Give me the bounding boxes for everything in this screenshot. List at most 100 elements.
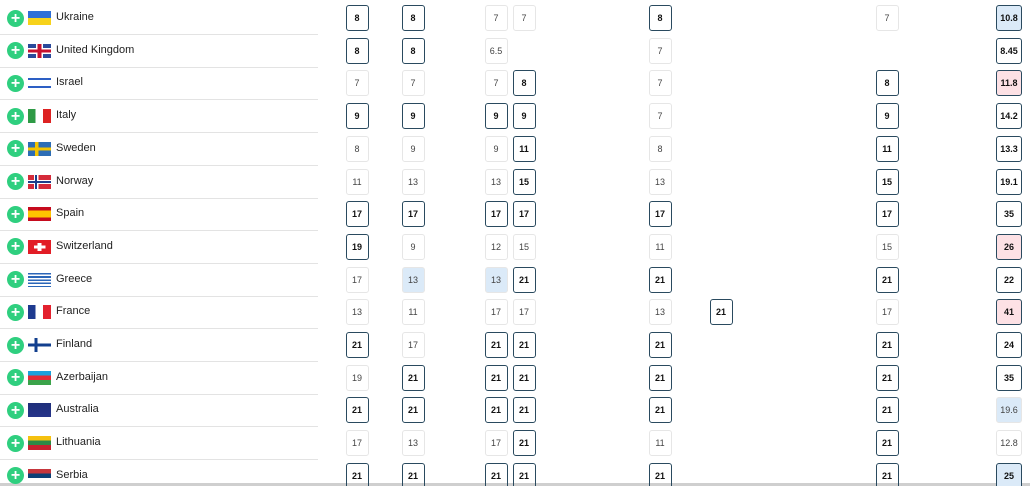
odds-cell[interactable]: 21 xyxy=(648,462,672,486)
odds-cell[interactable]: 17 xyxy=(512,299,536,326)
odds-cell[interactable]: 15 xyxy=(512,233,536,260)
add-button[interactable]: + xyxy=(7,205,24,223)
odds-cell[interactable]: 8 xyxy=(345,135,369,162)
odds-cell[interactable]: 17 xyxy=(484,201,508,228)
odds-cell[interactable]: 21 xyxy=(709,299,733,326)
odds-cell[interactable]: 21 xyxy=(345,332,369,358)
odds-cell[interactable]: 21 xyxy=(484,462,508,486)
odds-cell[interactable]: 9 xyxy=(875,103,899,130)
odds-cell[interactable]: 8 xyxy=(648,5,672,31)
odds-cell[interactable]: 9 xyxy=(401,135,425,162)
odds-cell[interactable]: 21 xyxy=(512,397,536,424)
odds-cell[interactable]: 22 xyxy=(996,266,1022,293)
odds-cell[interactable]: 8 xyxy=(401,37,425,64)
odds-cell[interactable]: 17 xyxy=(512,201,536,228)
odds-cell[interactable]: 13 xyxy=(648,299,672,326)
odds-cell[interactable]: 24 xyxy=(996,332,1022,358)
odds-cell[interactable]: 11 xyxy=(512,135,536,162)
odds-cell[interactable]: 12.8 xyxy=(996,430,1022,457)
add-button[interactable]: + xyxy=(7,271,24,289)
odds-cell[interactable]: 21 xyxy=(484,364,508,391)
odds-cell[interactable]: 14.2 xyxy=(996,103,1022,130)
add-button[interactable]: + xyxy=(7,401,24,419)
odds-cell[interactable]: 7 xyxy=(648,103,672,130)
add-button[interactable]: + xyxy=(7,140,24,158)
odds-cell[interactable]: 35 xyxy=(996,364,1022,391)
odds-cell[interactable]: 13 xyxy=(484,266,508,293)
odds-cell[interactable]: 11 xyxy=(345,168,369,195)
odds-cell[interactable]: 17 xyxy=(875,299,899,326)
odds-cell[interactable]: 11 xyxy=(648,233,672,260)
odds-cell[interactable]: 21 xyxy=(512,364,536,391)
odds-cell[interactable]: 13 xyxy=(401,266,425,293)
odds-cell[interactable]: 21 xyxy=(345,397,369,424)
odds-cell[interactable]: 8 xyxy=(512,70,536,97)
odds-cell[interactable]: 7 xyxy=(484,70,508,97)
add-button[interactable]: + xyxy=(7,173,24,190)
odds-cell[interactable]: 13 xyxy=(401,168,425,195)
odds-cell[interactable]: 13.3 xyxy=(996,135,1022,162)
odds-cell[interactable]: 8 xyxy=(345,37,369,64)
odds-cell[interactable]: 8 xyxy=(648,135,672,162)
odds-cell[interactable]: 10.8 xyxy=(996,5,1022,31)
odds-cell[interactable]: 13 xyxy=(648,168,672,195)
odds-cell[interactable]: 19.1 xyxy=(996,168,1022,195)
odds-cell[interactable]: 13 xyxy=(401,430,425,457)
odds-cell[interactable]: 7 xyxy=(648,37,672,64)
odds-cell[interactable]: 7 xyxy=(345,70,369,97)
odds-cell[interactable]: 12 xyxy=(484,233,508,260)
odds-cell[interactable]: 21 xyxy=(875,266,899,293)
odds-cell[interactable]: 9 xyxy=(484,103,508,130)
odds-cell[interactable]: 21 xyxy=(484,397,508,424)
odds-cell[interactable]: 21 xyxy=(512,266,536,293)
odds-cell[interactable]: 6.5 xyxy=(484,37,508,64)
odds-cell[interactable]: 7 xyxy=(648,70,672,97)
odds-cell[interactable]: 17 xyxy=(401,332,425,358)
odds-cell[interactable]: 17 xyxy=(648,201,672,228)
odds-cell[interactable]: 9 xyxy=(512,103,536,130)
odds-cell[interactable]: 9 xyxy=(345,103,369,130)
odds-cell[interactable]: 21 xyxy=(875,397,899,424)
odds-cell[interactable]: 21 xyxy=(345,462,369,486)
odds-cell[interactable]: 21 xyxy=(875,364,899,391)
odds-cell[interactable]: 21 xyxy=(648,266,672,293)
odds-cell[interactable]: 17 xyxy=(345,201,369,228)
odds-cell[interactable]: 21 xyxy=(875,332,899,358)
odds-cell[interactable]: 8 xyxy=(401,5,425,31)
add-button[interactable]: + xyxy=(7,434,24,452)
odds-cell[interactable]: 21 xyxy=(401,364,425,391)
odds-cell[interactable]: 11.8 xyxy=(996,70,1022,97)
odds-cell[interactable]: 11 xyxy=(648,430,672,457)
odds-cell[interactable]: 9 xyxy=(401,233,425,260)
odds-cell[interactable]: 15 xyxy=(875,233,899,260)
odds-cell[interactable]: 17 xyxy=(484,430,508,457)
add-button[interactable]: + xyxy=(7,238,24,256)
odds-cell[interactable]: 21 xyxy=(401,397,425,424)
odds-cell[interactable]: 21 xyxy=(484,332,508,358)
add-button[interactable]: + xyxy=(7,467,24,485)
odds-cell[interactable]: 7 xyxy=(875,5,899,31)
odds-cell[interactable]: 41 xyxy=(996,299,1022,326)
odds-cell[interactable]: 13 xyxy=(345,299,369,326)
odds-cell[interactable]: 21 xyxy=(648,364,672,391)
add-button[interactable]: + xyxy=(7,107,24,125)
odds-cell[interactable]: 21 xyxy=(512,462,536,486)
odds-cell[interactable]: 25 xyxy=(996,462,1022,486)
odds-cell[interactable]: 21 xyxy=(512,430,536,457)
odds-cell[interactable]: 8 xyxy=(345,5,369,31)
odds-cell[interactable]: 11 xyxy=(401,299,425,326)
add-button[interactable]: + xyxy=(7,9,24,27)
odds-cell[interactable]: 9 xyxy=(484,135,508,162)
odds-cell[interactable]: 21 xyxy=(875,462,899,486)
odds-cell[interactable]: 19 xyxy=(345,364,369,391)
odds-cell[interactable]: 7 xyxy=(512,5,536,31)
odds-cell[interactable]: 19.6 xyxy=(996,397,1022,424)
odds-cell[interactable]: 21 xyxy=(512,332,536,358)
odds-cell[interactable]: 17 xyxy=(484,299,508,326)
add-button[interactable]: + xyxy=(7,369,24,387)
odds-cell[interactable]: 8.45 xyxy=(996,37,1022,64)
odds-cell[interactable]: 8 xyxy=(875,70,899,97)
odds-cell[interactable]: 7 xyxy=(401,70,425,97)
odds-cell[interactable]: 15 xyxy=(875,168,899,195)
odds-cell[interactable]: 35 xyxy=(996,201,1022,228)
